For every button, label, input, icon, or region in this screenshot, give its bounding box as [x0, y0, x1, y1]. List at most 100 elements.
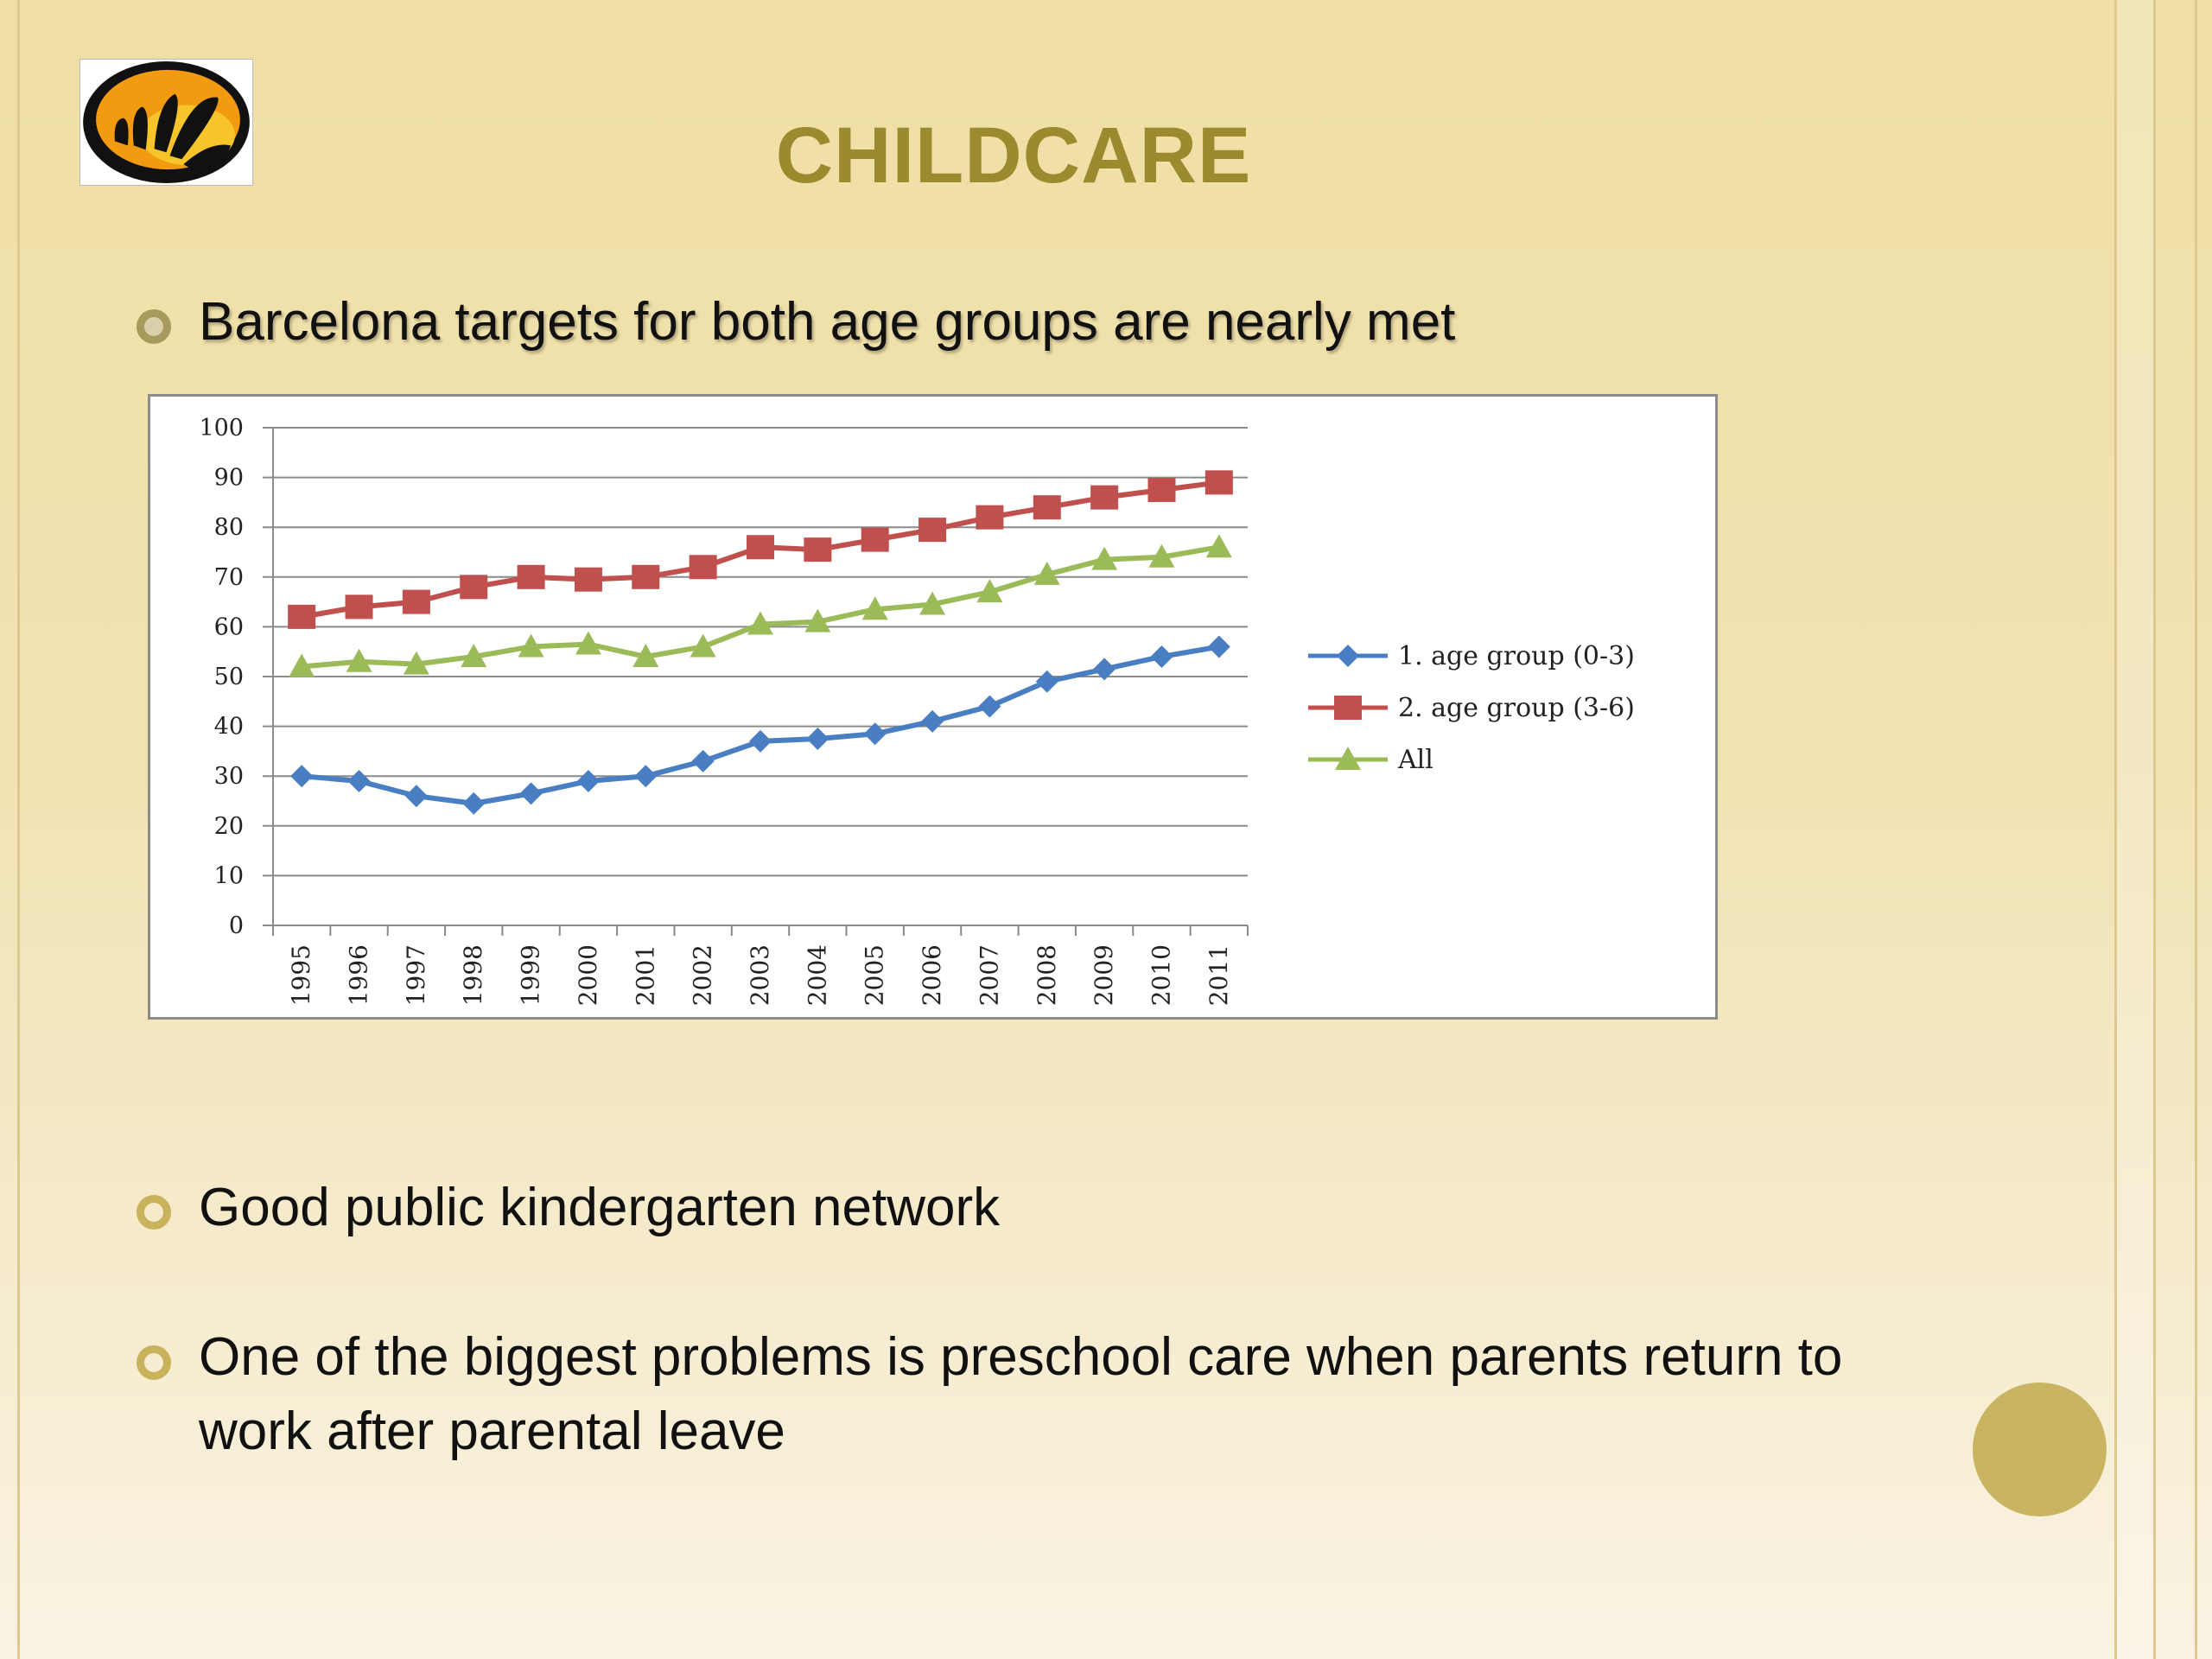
x-tick-label: 2001: [631, 944, 659, 1006]
legend-label: All: [1397, 745, 1433, 775]
x-tick-label: 1996: [345, 944, 373, 1006]
data-point: [806, 728, 830, 750]
legend-marker: [1335, 747, 1361, 770]
bullet-text: Barcelona targets for both age groups ar…: [199, 292, 1456, 352]
data-point: [574, 567, 602, 592]
x-tick-label: 1995: [287, 944, 315, 1006]
x-tick-label: 1998: [459, 944, 487, 1006]
data-point: [1207, 635, 1230, 658]
data-point: [632, 564, 660, 589]
data-point: [1148, 543, 1175, 568]
data-point: [861, 596, 888, 620]
x-tick-label: 2005: [861, 944, 889, 1006]
series-line: [301, 544, 1220, 670]
data-point: [919, 591, 946, 615]
data-point: [462, 791, 486, 815]
data-point: [518, 633, 544, 658]
data-point: [347, 769, 371, 792]
data-point: [747, 535, 774, 560]
data-point: [1090, 485, 1119, 510]
x-tick-label: 2000: [574, 944, 602, 1006]
data-point: [1093, 658, 1116, 681]
y-tick-label: 80: [214, 514, 244, 541]
data-point: [921, 709, 944, 733]
legend-marker: [1334, 696, 1362, 720]
data-point: [863, 722, 887, 746]
data-point: [976, 505, 1004, 530]
data-point: [1205, 470, 1233, 495]
y-tick-label: 30: [214, 763, 244, 790]
legend-label: 2. age group (3-6): [1398, 693, 1635, 723]
data-point: [517, 564, 545, 589]
data-point: [461, 643, 487, 667]
data-point: [690, 633, 716, 658]
y-tick-label: 60: [214, 613, 244, 640]
bullet-text: Good public kindergarten network: [199, 1178, 1001, 1237]
frame-band-right: [2117, 0, 2153, 1659]
data-point: [1035, 670, 1058, 693]
data-point: [575, 631, 601, 655]
data-point: [861, 527, 889, 552]
data-point: [918, 518, 947, 543]
x-tick-label: 1999: [517, 944, 545, 1006]
bullet-icon: [137, 1195, 171, 1230]
y-tick-label: 90: [214, 465, 244, 492]
bullet-icon: [137, 1345, 171, 1380]
slide-title: CHILDCARE: [775, 111, 1252, 200]
data-point: [1147, 478, 1176, 502]
data-point: [691, 749, 715, 772]
x-tick-label: 1997: [402, 944, 430, 1006]
data-point: [288, 604, 316, 629]
x-tick-label: 2010: [1147, 944, 1175, 1006]
x-tick-label: 2008: [1033, 944, 1061, 1006]
data-point: [460, 575, 488, 600]
x-tick-label: 2003: [746, 944, 774, 1006]
y-tick-label: 0: [229, 912, 244, 939]
bullet-text: One of the biggest problems is preschool…: [199, 1327, 1843, 1461]
data-point: [1205, 534, 1232, 558]
y-tick-label: 70: [214, 564, 244, 591]
data-point: [978, 695, 1001, 718]
data-point: [804, 537, 832, 563]
frame-line-right: [2153, 0, 2156, 1659]
y-tick-label: 10: [214, 862, 244, 889]
data-point: [634, 765, 658, 788]
data-point: [345, 594, 373, 620]
data-point: [804, 608, 831, 632]
data-point: [402, 589, 430, 614]
data-point: [1033, 495, 1061, 520]
bullet-icon: [137, 309, 171, 344]
x-tick-label: 2006: [918, 944, 946, 1006]
series-line: [301, 644, 1220, 806]
data-point: [576, 769, 600, 792]
x-tick-label: 2009: [1090, 944, 1118, 1006]
data-point: [519, 782, 543, 805]
line-chart-svg: 0 10 20 30 40 50 60 70 80 90 100 1995 1996 1997 1998 19…: [199, 415, 1635, 1006]
frame-line-right: [2114, 0, 2117, 1659]
y-tick-label: 100: [199, 415, 244, 442]
x-tick-label: 2007: [975, 944, 1003, 1006]
data-point: [632, 643, 659, 667]
y-tick-label: 20: [214, 813, 244, 840]
data-point: [1091, 546, 1118, 570]
x-tick-label: 2011: [1205, 944, 1233, 1006]
data-point: [747, 611, 773, 635]
x-tick-label: 2004: [803, 944, 831, 1006]
x-tick-label: 2002: [689, 944, 717, 1006]
y-tick-label: 50: [214, 664, 244, 690]
frame-line-left: [17, 0, 20, 1659]
data-point: [289, 653, 315, 677]
hand-logo-icon: [79, 59, 253, 186]
data-point: [1150, 645, 1173, 668]
data-point: [290, 765, 314, 788]
data-point: [976, 579, 1003, 603]
data-point: [1033, 561, 1060, 585]
decorative-circle: [1973, 1382, 2107, 1516]
data-point: [346, 648, 372, 672]
y-tick-label: 40: [214, 714, 244, 741]
data-point: [403, 651, 429, 675]
legend-marker: [1337, 645, 1359, 667]
hand-logo-graphic: [83, 60, 250, 184]
frame-line-right: [2195, 0, 2197, 1659]
legend-label: 1. age group (0-3): [1398, 641, 1635, 671]
